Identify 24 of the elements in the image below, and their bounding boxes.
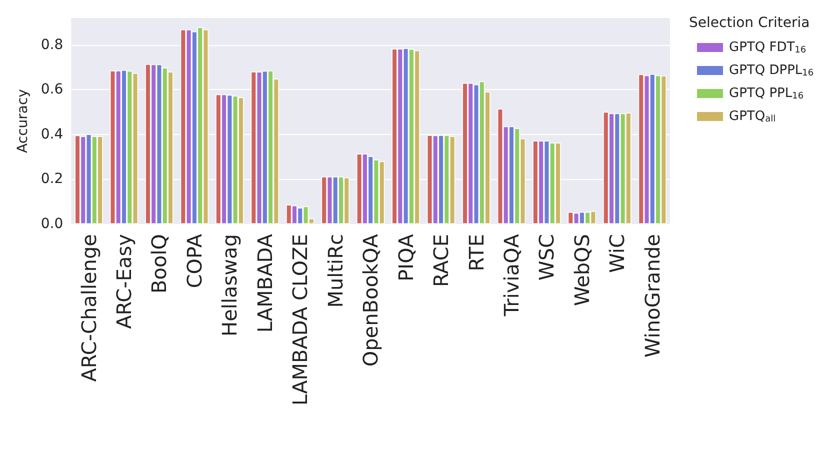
x-tick-label: PIQA <box>394 234 418 282</box>
y-tick-label: 0.2 <box>40 171 64 188</box>
legend-title: Selection Criteria <box>689 15 810 31</box>
x-tick-label: WinoGrande <box>640 234 664 358</box>
x-tick-label: COPA <box>182 234 206 288</box>
x-tick-label: RTE <box>464 234 488 272</box>
x-tick-label: LAMBADA CLOZE <box>288 234 312 406</box>
x-tick-label: RACE <box>429 234 454 288</box>
x-tick-label: ARC-Easy <box>112 234 136 329</box>
x-tick-label: WSC <box>534 234 559 280</box>
y-tick-label: 0.8 <box>40 36 64 53</box>
x-tick-label: WebQS <box>570 234 594 306</box>
x-tick-label: TriviaQA <box>499 234 524 318</box>
x-tick-label: WiC <box>605 234 630 273</box>
x-tick-label: ARC-Challenge <box>76 234 101 382</box>
x-tick-label: MultiRc <box>323 234 348 308</box>
y-tick-label: 0.6 <box>40 82 64 98</box>
x-tick-label: Hellaswag <box>218 234 242 336</box>
x-tick-label: BoolQ <box>147 234 172 294</box>
x-tick-label: LAMBADA <box>252 234 277 333</box>
x-tick-label: OpenBookQA <box>358 234 383 367</box>
y-tick-label: 0.0 <box>40 216 64 232</box>
y-axis-title: Accuracy <box>15 89 31 153</box>
y-tick-label: 0.4 <box>40 126 64 142</box>
